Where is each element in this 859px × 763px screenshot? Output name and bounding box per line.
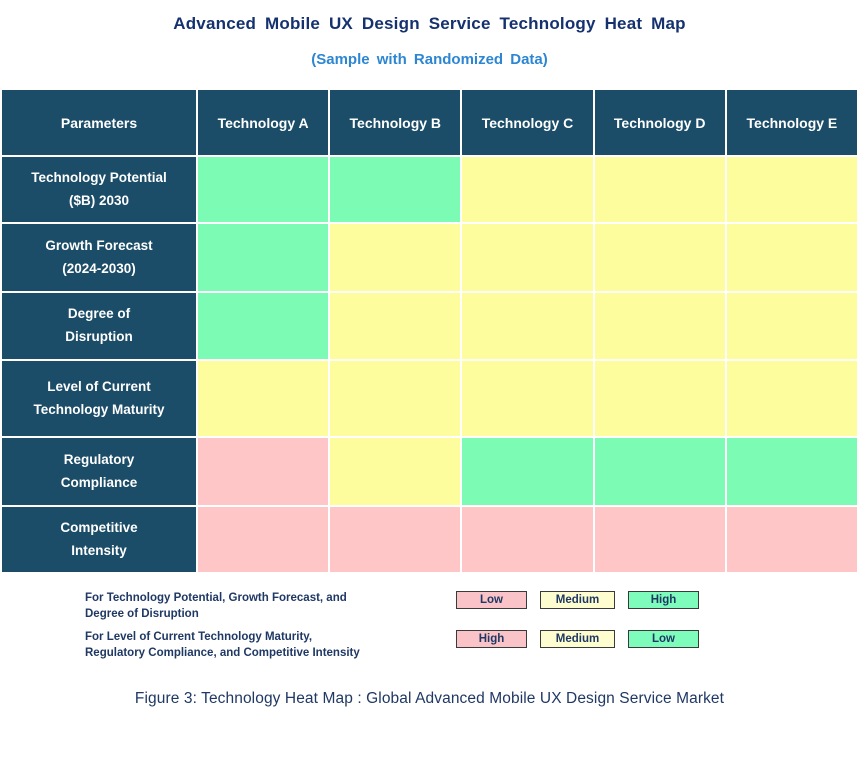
heatmap-cell-r0-c3 — [594, 157, 725, 222]
heatmap-cell-r1-c3 — [594, 224, 725, 291]
legend-boxes-2: High Medium Low — [456, 630, 699, 648]
heatmap-cell-r4-c0 — [198, 438, 329, 505]
heatmap-cell-r0-c4 — [726, 157, 857, 222]
legend-text-1: For Technology Potential, Growth Forecas… — [85, 590, 456, 622]
legend-boxes-1: Low Medium High — [456, 591, 699, 609]
row-label-line: Growth Forecast — [45, 237, 153, 253]
heatmap-cell-r5-c0 — [198, 507, 329, 572]
legend-text-2: For Level of Current Technology Maturity… — [85, 629, 456, 661]
legend-text-2-line1: For Level of Current Technology Maturity… — [85, 631, 313, 643]
row-label-4: Regulatory Compliance — [2, 438, 196, 505]
heatmap-cell-r2-c0 — [198, 293, 329, 359]
heatmap-table: Parameters Technology A Technology B Techno… — [2, 90, 857, 572]
heatmap-cell-r0-c2 — [462, 157, 593, 222]
heatmap-cell-r5-c4 — [726, 507, 857, 572]
legend-text-1-line2: Degree of Disruption — [85, 608, 199, 621]
legend-box-high: High — [456, 630, 527, 648]
legend-box-low: Low — [628, 630, 699, 648]
legend-text-2-line2: Regulatory Compliance, and Competitive I… — [85, 647, 360, 660]
page-subtitle: (Sample with Randomized Data) — [311, 51, 548, 68]
legend-box-medium: Medium — [540, 630, 615, 648]
header-cell-technology-c: Technology C — [462, 90, 593, 155]
header-cell-technology-a: Technology A — [198, 90, 329, 155]
row-label-0: Technology Potential ($B) 2030 — [2, 157, 196, 222]
heatmap-cell-r3-c2 — [462, 361, 593, 436]
row-label-line: Degree of — [67, 306, 131, 322]
header-cell-technology-b: Technology B — [330, 90, 461, 155]
heatmap-cell-r1-c0 — [198, 224, 329, 291]
row-label-line: Disruption — [65, 329, 133, 344]
heatmap-cell-r4-c3 — [594, 438, 725, 505]
heatmap-cell-r3-c3 — [594, 361, 725, 436]
heatmap-cell-r2-c3 — [594, 293, 725, 359]
legend-box-low: Low — [456, 591, 527, 609]
row-label-line: Technology Maturity — [33, 401, 165, 417]
heatmap-cell-r4-c2 — [462, 438, 593, 505]
heatmap-cell-r3-c4 — [726, 361, 857, 436]
heatmap-cell-r4-c4 — [726, 438, 857, 505]
heatmap-cell-r5-c3 — [594, 507, 725, 572]
row-label-line: (2024-2030) — [62, 260, 136, 276]
row-label-line: Compliance — [60, 474, 138, 490]
heatmap-cell-r0-c1 — [330, 157, 461, 222]
row-label-line: Level of Current — [47, 378, 151, 394]
row-label-line: Intensity — [71, 542, 127, 558]
figure-caption: Figure 3: Technology Heat Map : Global A… — [134, 690, 725, 707]
heatmap-cell-r4-c1 — [330, 438, 461, 505]
row-label-2: Degree of Disruption — [2, 293, 196, 359]
row-label-3: Level of Current Technology Maturity — [2, 361, 196, 436]
heatmap-cell-r3-c1 — [330, 361, 461, 436]
header-cell-parameters: Parameters — [2, 90, 196, 155]
row-label-5: Competitive Intensity — [2, 507, 196, 572]
heatmap-cell-r1-c4 — [726, 224, 857, 291]
heatmap-cell-r2-c2 — [462, 293, 593, 359]
heatmap-cell-r2-c1 — [330, 293, 461, 359]
heatmap-cell-r0-c0 — [198, 157, 329, 222]
legend-box-high: High — [628, 591, 699, 609]
page-title: Advanced Mobile UX Design Service Techno… — [173, 14, 686, 33]
row-label-line: Regulatory — [63, 451, 135, 467]
row-label-line: Competitive — [60, 519, 138, 535]
heatmap-cell-r5-c2 — [462, 507, 593, 572]
legend-row-1: For Technology Potential, Growth Forecas… — [85, 590, 699, 622]
header-cell-technology-d: Technology D — [594, 90, 725, 155]
row-label-1: Growth Forecast (2024-2030) — [2, 224, 196, 291]
heatmap-cell-r1-c1 — [330, 224, 461, 291]
header-cell-technology-e: Technology E — [726, 90, 857, 155]
legend-row-2: For Level of Current Technology Maturity… — [85, 629, 699, 661]
heatmap-cell-r2-c4 — [726, 293, 857, 359]
row-label-line: ($B) 2030 — [68, 192, 130, 208]
row-label-line: Technology Potential — [31, 169, 167, 185]
legend-text-1-line1: For Technology Potential, Growth Forecas… — [85, 592, 347, 604]
heatmap-cell-r5-c1 — [330, 507, 461, 572]
legend-box-medium: Medium — [540, 591, 615, 609]
heatmap-cell-r3-c0 — [198, 361, 329, 436]
heatmap-cell-r1-c2 — [462, 224, 593, 291]
